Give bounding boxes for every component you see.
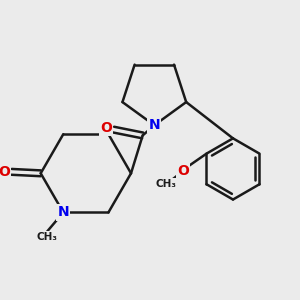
Text: O: O	[0, 165, 10, 179]
Text: N: N	[148, 118, 160, 132]
Text: N: N	[58, 206, 69, 219]
Text: O: O	[100, 121, 112, 135]
Text: CH₃: CH₃	[37, 232, 58, 242]
Text: CH₃: CH₃	[155, 179, 176, 189]
Text: O: O	[177, 164, 189, 178]
